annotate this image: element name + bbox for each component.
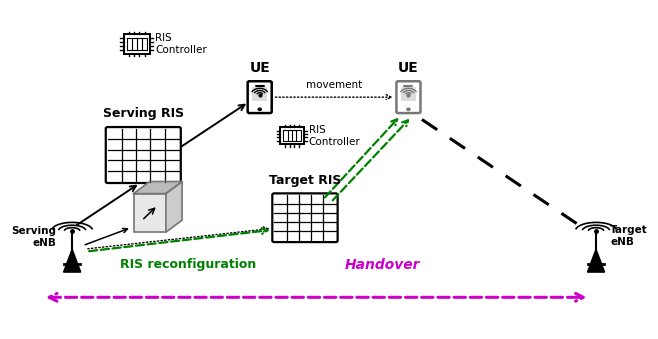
Text: Target RIS: Target RIS [268, 174, 341, 187]
Bar [252, 87, 267, 101]
FancyBboxPatch shape [106, 127, 181, 183]
Text: Target
eNB: Target eNB [610, 225, 648, 247]
Bar [134, 194, 166, 232]
Text: Serving RIS: Serving RIS [103, 107, 184, 120]
FancyBboxPatch shape [124, 35, 150, 54]
Text: RIS reconfiguration: RIS reconfiguration [120, 259, 257, 272]
Text: UE: UE [249, 61, 270, 75]
Text: Serving
eNB: Serving eNB [11, 226, 56, 248]
FancyBboxPatch shape [280, 127, 304, 144]
FancyBboxPatch shape [247, 81, 272, 113]
Polygon shape [588, 249, 605, 272]
Text: UE: UE [398, 61, 419, 75]
Text: Handover: Handover [345, 258, 420, 272]
Text: movement: movement [306, 80, 362, 91]
Circle shape [258, 108, 261, 111]
FancyBboxPatch shape [396, 81, 420, 113]
Polygon shape [64, 249, 81, 272]
FancyBboxPatch shape [272, 193, 338, 242]
Text: RIS
Controller: RIS Controller [309, 125, 361, 146]
Bar [401, 87, 416, 101]
Polygon shape [166, 182, 182, 232]
Circle shape [407, 108, 410, 111]
Text: RIS
Controller: RIS Controller [155, 33, 207, 55]
Polygon shape [134, 182, 182, 194]
